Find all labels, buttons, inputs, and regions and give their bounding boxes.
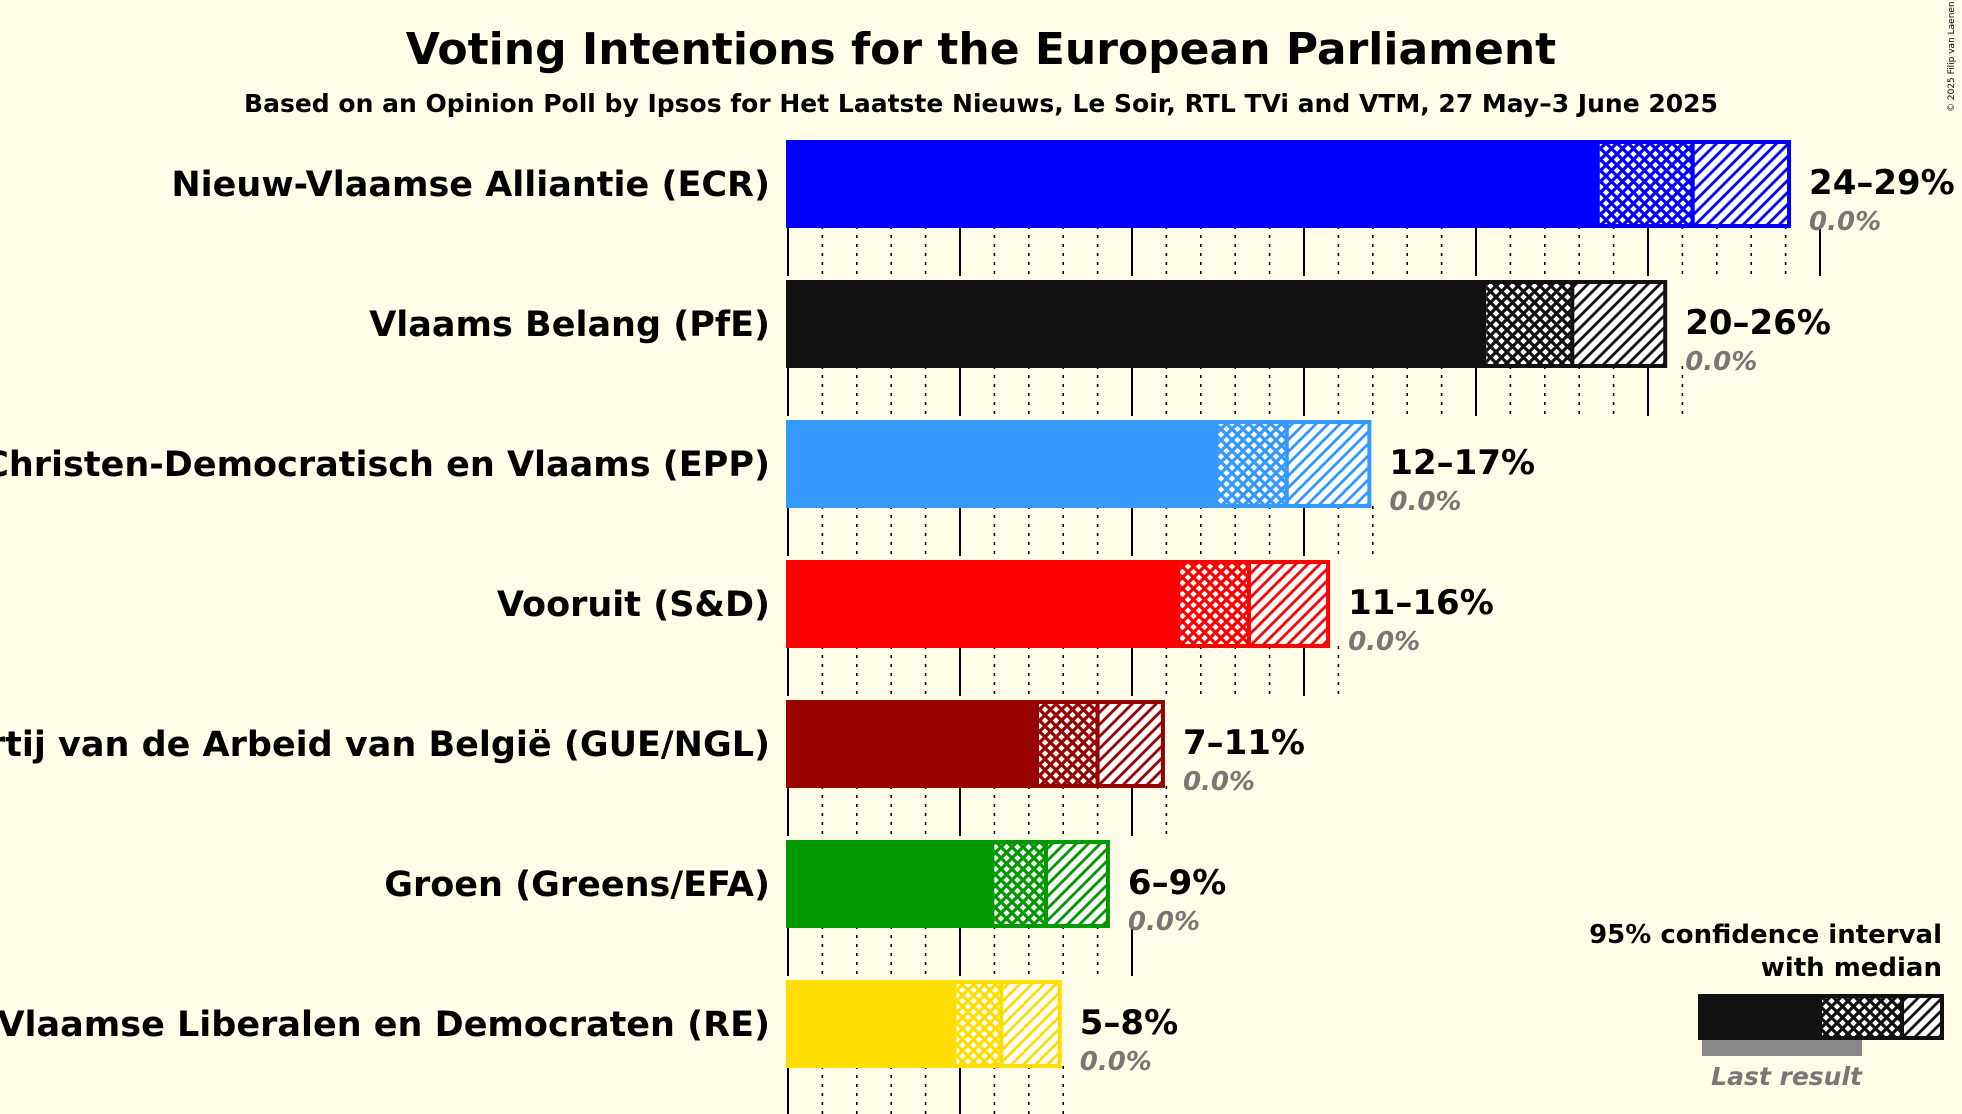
bar-ci-lower [1486,282,1573,366]
legend-outline [1698,994,1944,1040]
legend-median-interval [1822,996,1902,1038]
party-row: Christen-Democratisch en Vlaams (EPP) 12–… [0,420,1535,517]
bar-solid [788,422,1218,506]
bar-outline [786,840,1110,928]
party-row: Partij van de Arbeid van België (GUE/NGL… [0,700,1305,797]
bar-ci-upper [1286,422,1370,506]
legend-title-line1: 95% confidence interval [1589,920,1942,950]
party-label: Nieuw-Vlaamse Alliantie (ECR) [171,165,770,205]
bar-solid [788,142,1600,226]
bar-ci-upper [1097,702,1163,786]
last-result-label: 0.0% [1348,627,1420,657]
party-row: Open Vlaamse Liberalen en Democraten (RE… [0,980,1178,1077]
bar-ci-lower [1180,562,1249,646]
party-label: Vooruit (S&D) [497,585,770,625]
range-label: 24–29% [1809,163,1955,203]
range-label: 20–26% [1685,303,1831,343]
party-row: Groen (Greens/EFA) 6–9% 0.0% [384,840,1226,937]
bar-ci-lower [1599,142,1693,226]
party-label: Open Vlaamse Liberalen en Democraten (RE… [0,1005,770,1045]
party-label: Partij van de Arbeid van België (GUE/NGL… [0,725,770,765]
bar-outline [786,280,1668,368]
bar-outline [786,560,1331,648]
bar-ci-upper [1046,842,1108,926]
last-result-label: 0.0% [1389,487,1461,517]
bar-outline [786,700,1165,788]
bar-outline [786,420,1372,508]
last-result-label: 0.0% [1080,1047,1152,1077]
last-result-label: 0.0% [1685,347,1757,377]
bar-ci-upper [1001,982,1060,1066]
range-label: 6–9% [1128,863,1226,903]
party-row: Vooruit (S&D) 11–16% 0.0% [497,560,1494,657]
party-label: Christen-Democratisch en Vlaams (EPP) [0,445,770,485]
gridlines [787,226,1821,1114]
legend-solid-bar [1700,996,1822,1038]
party-row: Vlaams Belang (PfE) 20–26% 0.0% [369,280,1831,377]
range-label: 7–11% [1183,723,1305,763]
legend-title-line2: with median [1761,953,1942,983]
bars: Nieuw-Vlaamse Alliantie (ECR) 24–29%0.0%V… [0,140,1955,1077]
bar-ci-upper [1692,142,1790,226]
bar-solid [788,842,995,926]
party-row: Nieuw-Vlaamse Alliantie (ECR) 24–29% 0.0% [171,140,1955,237]
bar-ci-lower [994,842,1046,926]
party-label: Groen (Greens/EFA) [384,865,770,905]
bar-ci-lower [956,982,1002,1066]
bar-ci-lower [1039,702,1098,786]
bar-solid [788,562,1181,646]
chart-subtitle: Based on an Opinion Poll by Ipsos for He… [244,89,1718,118]
legend: 95% confidence interval with median Last… [1589,920,1944,1091]
party-label: Vlaams Belang (PfE) [369,305,770,345]
bar-ci-upper [1248,562,1329,646]
bar-solid [788,702,1040,786]
bar-ci-upper [1572,282,1666,366]
bar-outline [786,140,1792,228]
range-label: 5–8% [1080,1003,1178,1043]
bar-solid [788,282,1487,366]
legend-last-result-label: Last result [1711,1062,1863,1091]
chart-title: Voting Intentions for the European Parli… [406,24,1556,75]
last-result-label: 0.0% [1183,767,1255,797]
last-result-label: 0.0% [1128,907,1200,937]
last-result-label: 0.0% [1809,207,1881,237]
bar-ci-lower [1218,422,1287,506]
range-label: 11–16% [1348,583,1494,623]
bar-outline [786,980,1062,1068]
copyright-notice: © 2025 Filip van Laenen [1947,1,1957,112]
range-label: 12–17% [1389,443,1535,483]
bar-solid [788,982,957,1066]
legend-upper-interval [1902,996,1942,1038]
